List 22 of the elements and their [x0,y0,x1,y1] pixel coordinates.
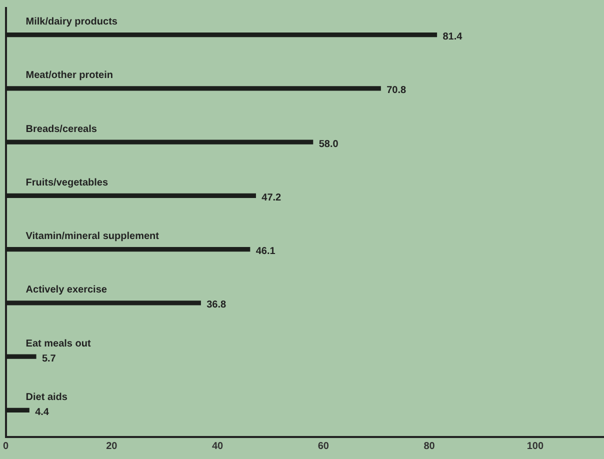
data-label: 36.8 [206,300,226,311]
x-tick-label: 20 [106,440,118,452]
x-tick-label: 100 [526,440,544,452]
y-tick-label: Fruits/vegetables [26,177,108,188]
y-tick-label: Actively exercise [26,284,108,296]
data-label: 58.0 [318,138,339,150]
y-tick-label: Vitamin/mineral supplement [26,231,160,242]
y-tick-label: Breads/cereals [26,124,98,135]
y-tick-label: Eat meals out [26,338,92,350]
data-label: 5.7 [42,353,56,364]
x-tick-label: 40 [212,440,224,452]
y-tick-label: Diet aids [26,392,68,403]
x-tick-label: 60 [318,440,330,452]
x-tick-label: 80 [424,440,436,452]
y-tick-label: Meat/other protein [26,70,114,82]
data-label: 70.8 [386,85,406,96]
data-label: 4.4 [35,406,50,418]
data-label: 46.1 [256,246,276,258]
data-label: 81.4 [442,32,463,43]
x-tick-label: 0 [3,440,9,452]
y-tick-label: Milk/dairy products [26,16,118,28]
data-label: 47.2 [262,192,282,204]
